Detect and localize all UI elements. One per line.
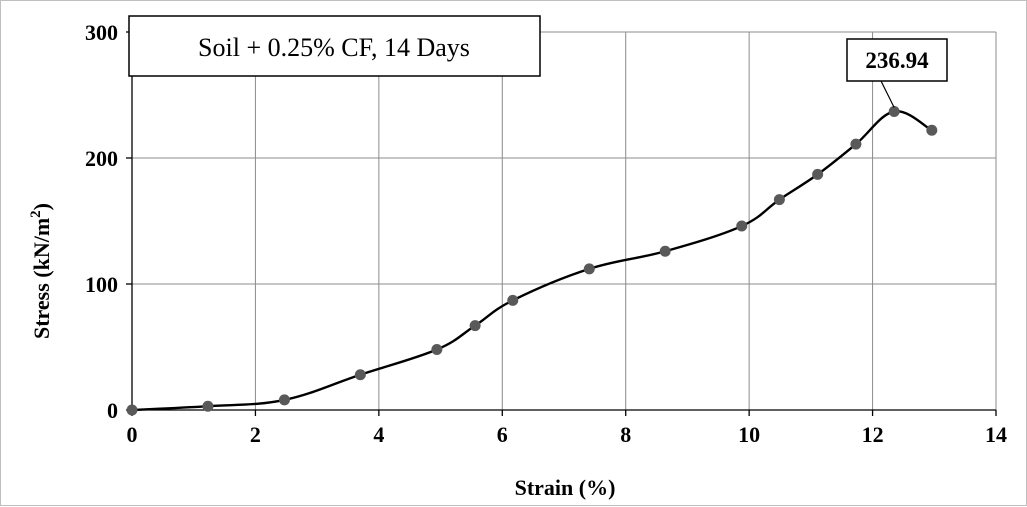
data-point: [583, 263, 595, 275]
tick-labels: 0 2 4 6 8 10 12 14 0 100 200 300: [85, 20, 1007, 447]
axes: [126, 31, 997, 416]
y-tick-label: 0: [107, 398, 118, 423]
y-tick-label: 300: [85, 20, 118, 45]
peak-value-label: 236.94: [865, 48, 929, 73]
y-axis-title: Stress (kN/m2): [28, 203, 54, 339]
y-axis-title-main: Stress (kN/m: [29, 218, 54, 339]
data-point: [202, 400, 214, 412]
x-tick-label: 6: [497, 422, 508, 447]
x-tick-label: 12: [862, 422, 884, 447]
data-point: [850, 138, 862, 150]
data-point: [278, 394, 290, 406]
peak-callout: 236.94: [846, 38, 948, 108]
data-point: [812, 168, 824, 180]
legend-label: Soil + 0.25% CF, 14 Days: [198, 33, 470, 62]
series-line: [131, 110, 933, 412]
data-point: [926, 124, 938, 136]
x-tick-label: 0: [127, 422, 138, 447]
y-tick-label: 100: [85, 272, 118, 297]
data-series: [126, 105, 938, 416]
data-point: [469, 320, 481, 332]
x-tick-label: 8: [620, 422, 631, 447]
y-axis-title-superscript: 2: [28, 210, 44, 218]
data-point: [431, 344, 443, 356]
y-tick-label: 200: [85, 146, 118, 171]
y-axis-title-end: ): [29, 203, 54, 210]
data-point: [773, 194, 785, 206]
data-point: [126, 404, 138, 416]
legend-box: Soil + 0.25% CF, 14 Days: [128, 15, 541, 77]
callout-leader-line: [880, 80, 895, 108]
x-axis-title: Strain (%): [515, 475, 616, 500]
data-point: [507, 294, 519, 306]
data-point: [354, 369, 366, 381]
x-tick-label: 4: [373, 422, 384, 447]
data-point: [888, 105, 900, 117]
x-tick-label: 10: [738, 422, 760, 447]
data-point: [736, 220, 748, 232]
x-tick-label: 14: [985, 422, 1007, 447]
x-tick-label: 2: [250, 422, 261, 447]
data-point: [659, 245, 671, 257]
gridlines: [132, 31, 997, 410]
